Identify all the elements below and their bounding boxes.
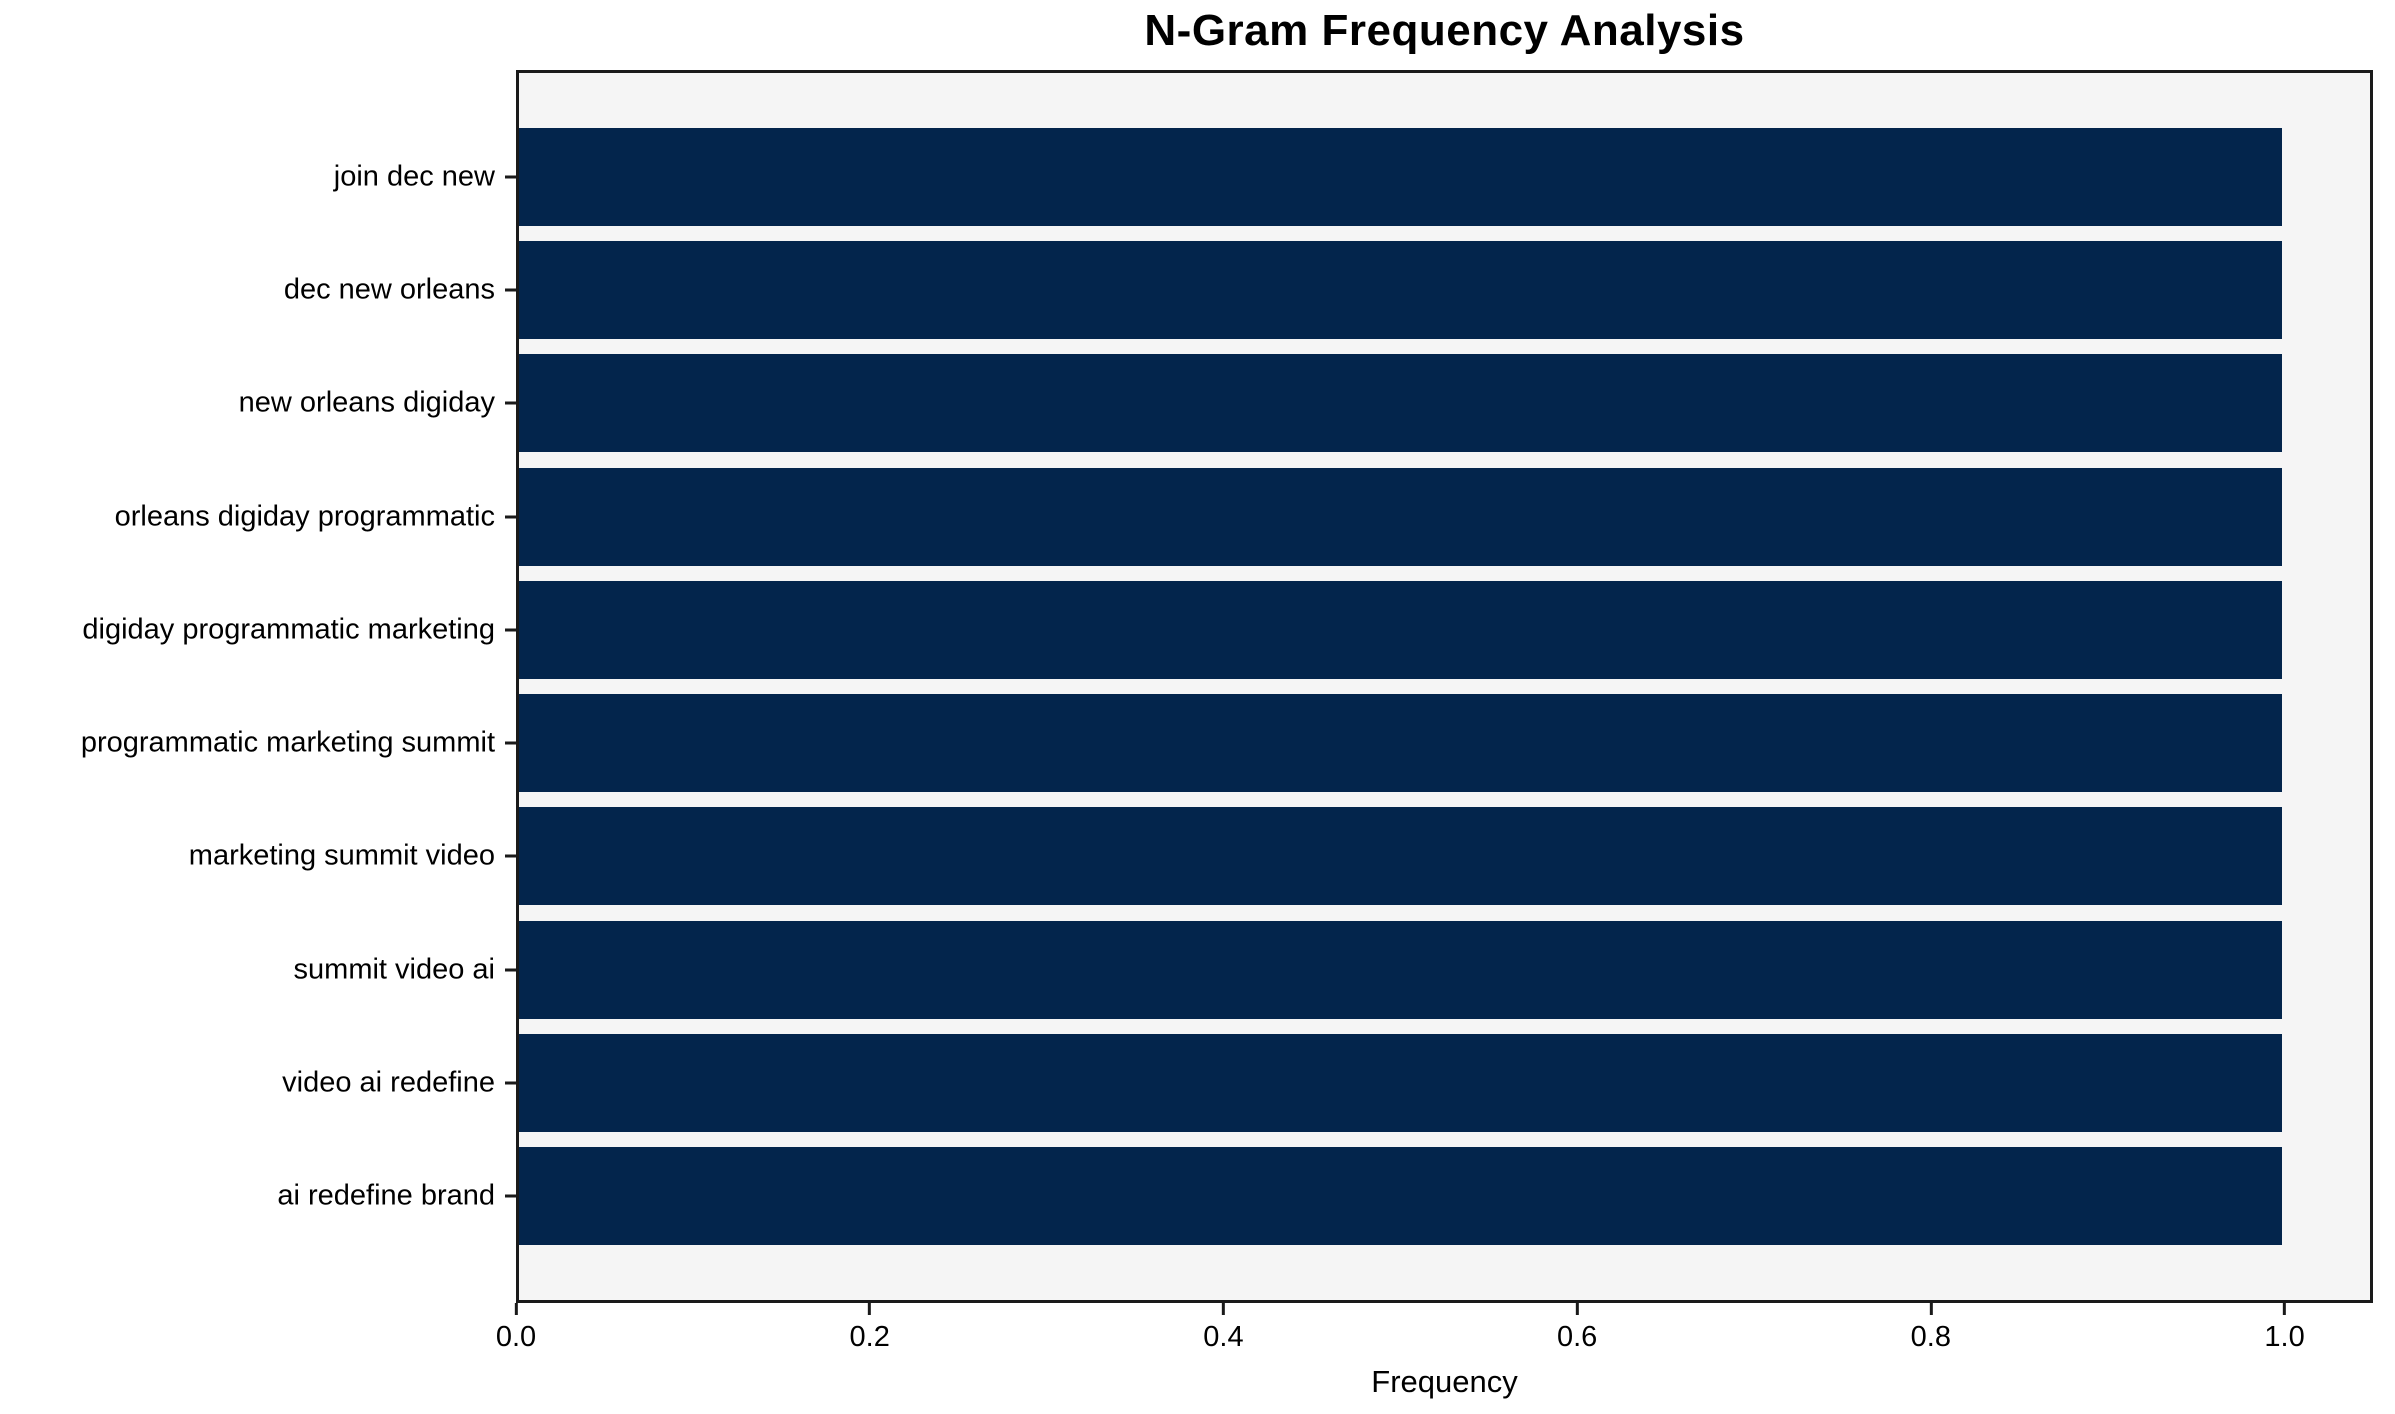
x-tick-mark — [2283, 1303, 2287, 1315]
y-tick-mark — [505, 515, 516, 519]
y-tick-mark — [505, 968, 516, 972]
y-tick-mark — [505, 741, 516, 745]
x-tick-mark — [1575, 1303, 1579, 1315]
bar-row: digiday programmatic marketing — [82, 573, 2370, 686]
x-tick-label: 0.2 — [849, 1321, 890, 1353]
y-tick-mark — [505, 175, 516, 179]
x-tick-mark — [1221, 1303, 1225, 1315]
y-tick-mark — [505, 401, 516, 405]
bar-row: programmatic marketing summit — [81, 686, 2370, 799]
bar-row: ai redefine brand — [277, 1140, 2370, 1253]
y-axis-label: summit video ai — [293, 953, 495, 986]
x-tick-mark — [1929, 1303, 1933, 1315]
frequency-bar — [519, 127, 2282, 226]
bar-row: new orleans digiday — [239, 347, 2370, 460]
bar-row: summit video ai — [294, 913, 2370, 1026]
frequency-bar — [519, 694, 2282, 793]
frequency-bar — [519, 920, 2282, 1019]
plot-area: join dec new dec new orleans new orleans d… — [81, 70, 2373, 1303]
y-tick-mark — [505, 628, 516, 632]
bar-row: join dec new — [334, 120, 2370, 233]
x-tick-label: 0.0 — [495, 1321, 537, 1353]
bar-row: marketing summit video — [189, 800, 2370, 913]
y-axis-label: new orleans digiday — [238, 386, 495, 419]
x-tick-label: 0.4 — [1203, 1321, 1244, 1353]
x-tick-label: 0.6 — [1556, 1321, 1598, 1353]
frequency-bar — [519, 1034, 2282, 1133]
y-axis-label: join dec new — [333, 160, 495, 193]
y-tick-mark — [505, 1081, 516, 1085]
x-tick-mark — [868, 1303, 872, 1315]
frequency-bar — [519, 807, 2282, 906]
x-tick-label: 0.8 — [1910, 1321, 1952, 1353]
bar-row: orleans digiday programmatic — [115, 460, 2370, 573]
x-tick: 1.0 — [2264, 1303, 2305, 1353]
frequency-bar — [519, 354, 2282, 453]
y-tick-mark — [505, 288, 516, 292]
x-tick: 0.6 — [1557, 1303, 1597, 1352]
frequency-bar — [519, 467, 2282, 566]
chart-title: N-Gram Frequency Analysis — [1144, 6, 1745, 55]
frequency-bar — [519, 240, 2282, 339]
x-tick: 0.2 — [850, 1303, 890, 1352]
x-axis-label: Frequency — [1371, 1364, 1518, 1399]
y-axis-label: digiday programmatic marketing — [82, 613, 495, 646]
y-axis-label: orleans digiday programmatic — [114, 500, 495, 533]
x-tick: 0.0 — [496, 1303, 536, 1352]
y-axis-label: ai redefine brand — [277, 1179, 495, 1212]
y-tick-mark — [505, 1194, 516, 1198]
bar-row: video ai redefine — [282, 1026, 2370, 1139]
x-axis: 0.0 0.2 0.4 0.6 0.8 1.0 — [496, 1303, 2373, 1373]
x-tick: 0.4 — [1203, 1303, 1244, 1353]
bars-container: join dec new dec new orleans new orleans d… — [81, 120, 2370, 1253]
frequency-bar — [519, 580, 2282, 679]
frequency-bar — [519, 1147, 2282, 1246]
x-tick-mark — [514, 1303, 518, 1315]
y-axis-label: video ai redefine — [282, 1066, 495, 1099]
y-axis-label: dec new orleans — [283, 273, 495, 306]
y-axis-label: programmatic marketing summit — [80, 726, 495, 759]
x-tick-label: 1.0 — [2264, 1321, 2305, 1353]
y-axis-label: marketing summit video — [188, 839, 495, 872]
x-tick: 0.8 — [1911, 1303, 1951, 1352]
y-tick-mark — [505, 854, 516, 858]
bar-row: dec new orleans — [284, 233, 2370, 346]
